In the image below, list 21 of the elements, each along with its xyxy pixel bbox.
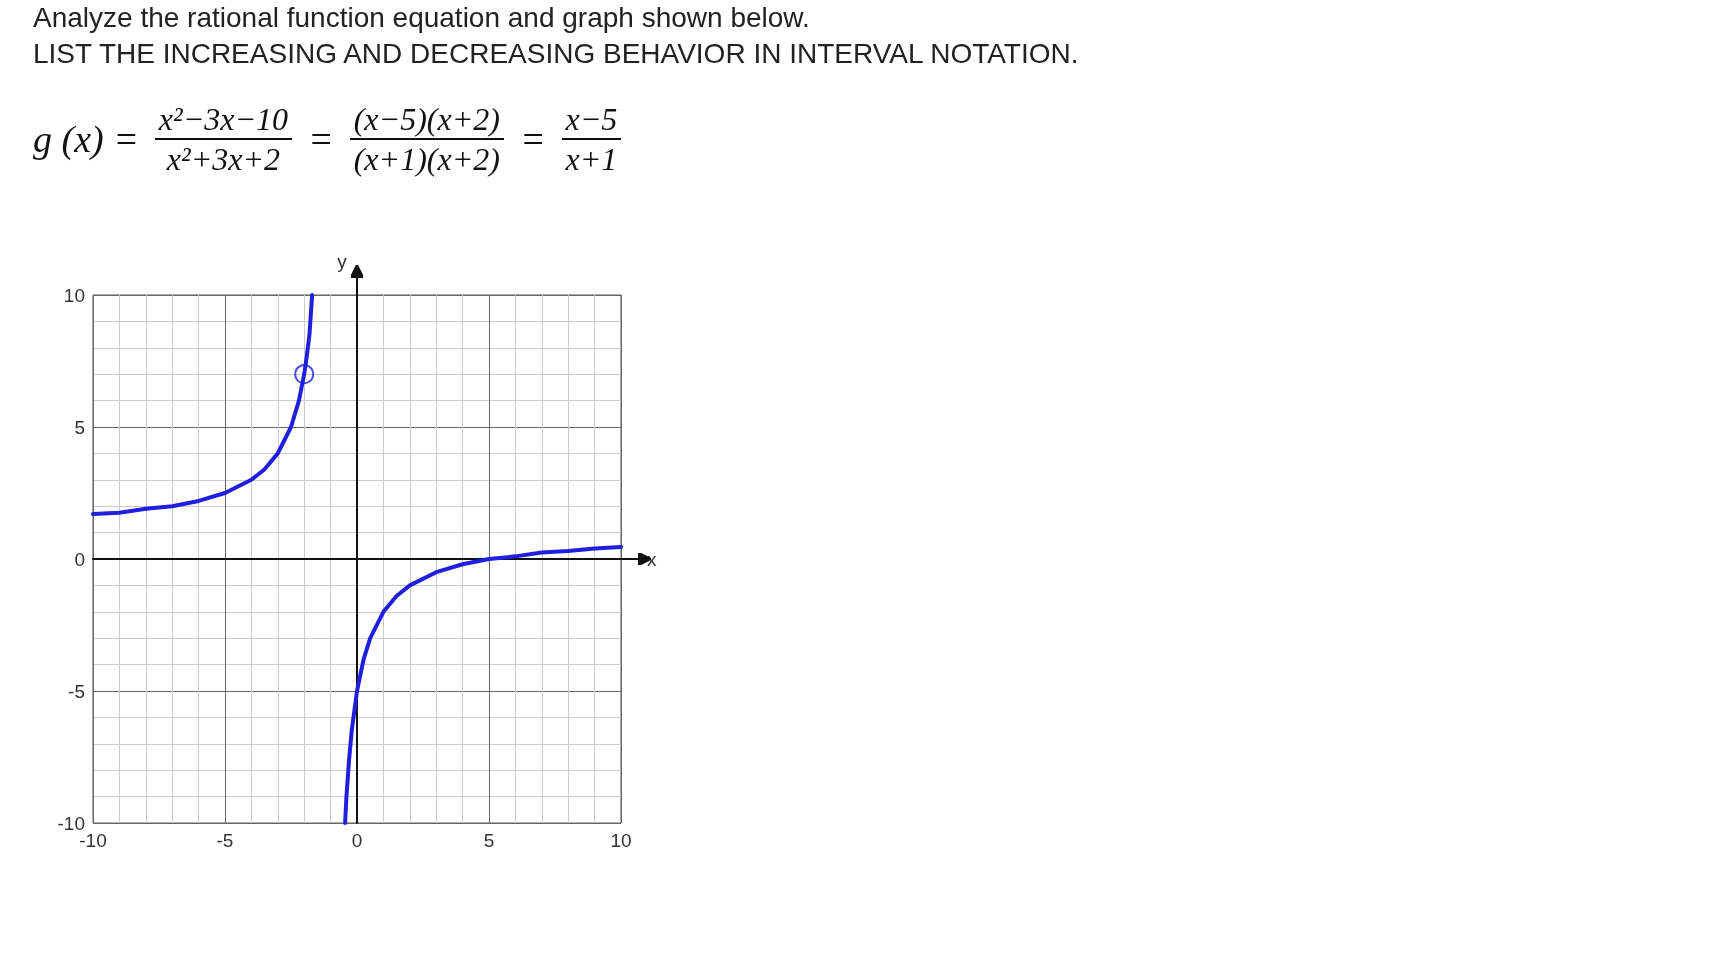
text: (x−5)(x+2) xyxy=(349,100,504,140)
y-tick-label: 10 xyxy=(63,284,85,306)
text: = xyxy=(308,117,334,161)
text: x²−3x−10 xyxy=(154,100,293,140)
text: x−5 xyxy=(561,100,622,140)
text: (x+1)(x+2) xyxy=(352,140,501,178)
y-tick-label: 5 xyxy=(74,416,85,438)
chart-title: Analyze the rational function equation and graph shown below. xyxy=(33,1,810,35)
chart-subtitle: LIST THE INCREASING AND DECREASING BEHAVIOR IN INTERVAL NOTATION. xyxy=(33,37,1079,71)
y-tick-label: -10 xyxy=(57,812,85,834)
x-tick-label: -5 xyxy=(216,830,234,851)
y-tick-label: 0 xyxy=(74,548,85,570)
text: x²+3x+2 xyxy=(165,140,281,178)
y-tick-label: -5 xyxy=(68,680,85,702)
x-tick-label: 0 xyxy=(351,830,363,851)
text: = xyxy=(519,117,546,161)
x-tick-label: 10 xyxy=(610,830,632,851)
text: x+1 xyxy=(564,140,619,178)
x-tick-label: 5 xyxy=(483,830,495,851)
text: g (x) = xyxy=(33,117,139,161)
y-axis-title: y xyxy=(337,251,348,272)
